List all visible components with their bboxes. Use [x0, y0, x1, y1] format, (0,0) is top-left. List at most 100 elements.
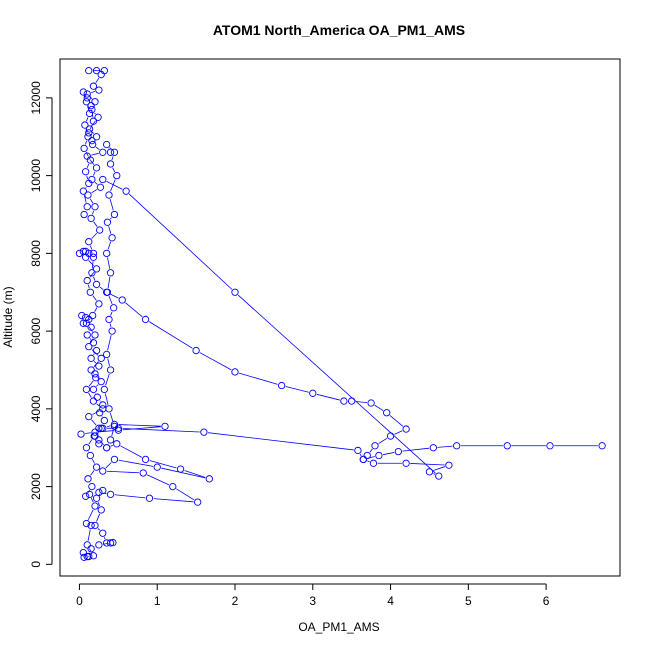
data-point [82, 492, 90, 500]
series-segment [410, 463, 445, 466]
series-segment [93, 361, 97, 364]
data-point [192, 346, 200, 355]
data-point [105, 191, 113, 199]
series-segment [109, 323, 112, 328]
data-point [106, 269, 115, 277]
series-segment [437, 445, 453, 448]
series-segment [87, 509, 94, 520]
series-layer [75, 67, 606, 561]
data-point [92, 374, 100, 382]
data-point [106, 490, 115, 499]
series-segment [88, 380, 94, 387]
data-point [82, 168, 90, 176]
series-segment [109, 412, 114, 423]
series-segment [433, 473, 436, 475]
series-segment [122, 426, 161, 431]
series-segment [111, 430, 114, 437]
data-point [86, 156, 94, 164]
data-point [91, 521, 99, 530]
series-segment [433, 466, 446, 471]
series-segment [112, 167, 116, 173]
data-point [598, 442, 606, 450]
data-point [110, 420, 119, 429]
data-point [87, 214, 95, 223]
data-point [89, 82, 98, 90]
data-point [141, 315, 150, 324]
y-tick-label: 6000 [29, 317, 43, 344]
series-segment [95, 146, 100, 151]
data-point [429, 444, 437, 452]
data-point [445, 461, 453, 469]
data-series [78, 311, 108, 448]
data-point [103, 288, 112, 296]
data-point [97, 424, 105, 432]
data-point [92, 164, 101, 172]
series-segment [238, 372, 278, 385]
series-segment [85, 151, 89, 157]
series-segment [285, 386, 309, 393]
data-point [84, 191, 92, 199]
series-segment [91, 459, 95, 464]
data-point [118, 296, 126, 304]
series-segment [93, 171, 96, 176]
data-point [82, 385, 91, 394]
data-point [97, 506, 105, 514]
data-point [87, 323, 95, 331]
data-point [95, 541, 103, 549]
series-segment [88, 326, 93, 332]
data-point [87, 101, 95, 110]
data-point [87, 366, 95, 374]
x-tick-label: 3 [309, 594, 316, 608]
data-point [363, 451, 371, 460]
series-segment [91, 419, 97, 426]
series-segment [92, 295, 97, 301]
series-segment [148, 321, 193, 349]
series-segment [110, 179, 116, 192]
data-point [106, 148, 115, 156]
data-point [161, 422, 169, 430]
series-segment [107, 241, 112, 250]
series-segment [91, 349, 99, 356]
series-segment [93, 276, 96, 281]
data-point [95, 86, 103, 94]
data-point [103, 444, 111, 452]
series-segment [90, 498, 94, 503]
data-point [106, 160, 115, 168]
data-point [92, 494, 101, 502]
series-segment [94, 307, 98, 313]
series-segment [92, 410, 100, 415]
data-point [109, 538, 117, 547]
data-point [82, 444, 91, 452]
series-segment [367, 460, 370, 463]
data-point [95, 424, 103, 432]
x-tick-label: 5 [465, 594, 472, 608]
series-segment [92, 210, 95, 215]
data-point [141, 455, 150, 464]
data-series [100, 140, 121, 452]
data-point [86, 288, 94, 296]
data-point [75, 249, 84, 258]
data-point [84, 133, 92, 141]
data-point [87, 521, 95, 530]
series-segment [128, 193, 233, 290]
data-point [103, 218, 112, 226]
data-point [231, 288, 239, 296]
series-segment [394, 430, 403, 435]
series-segment [97, 502, 101, 507]
series-segment [374, 404, 384, 411]
series-segment [94, 182, 98, 185]
data-point [86, 451, 94, 460]
x-tick-label: 2 [232, 594, 239, 608]
series-segment [89, 124, 93, 130]
data-point [153, 463, 161, 471]
series-segment [161, 467, 206, 479]
data-point [103, 140, 111, 149]
data-point [89, 311, 97, 320]
data-point [84, 475, 92, 483]
data-point [95, 440, 103, 448]
data-point [85, 490, 94, 499]
series-segment [86, 163, 90, 168]
data-point [96, 409, 104, 417]
data-point [82, 519, 91, 528]
